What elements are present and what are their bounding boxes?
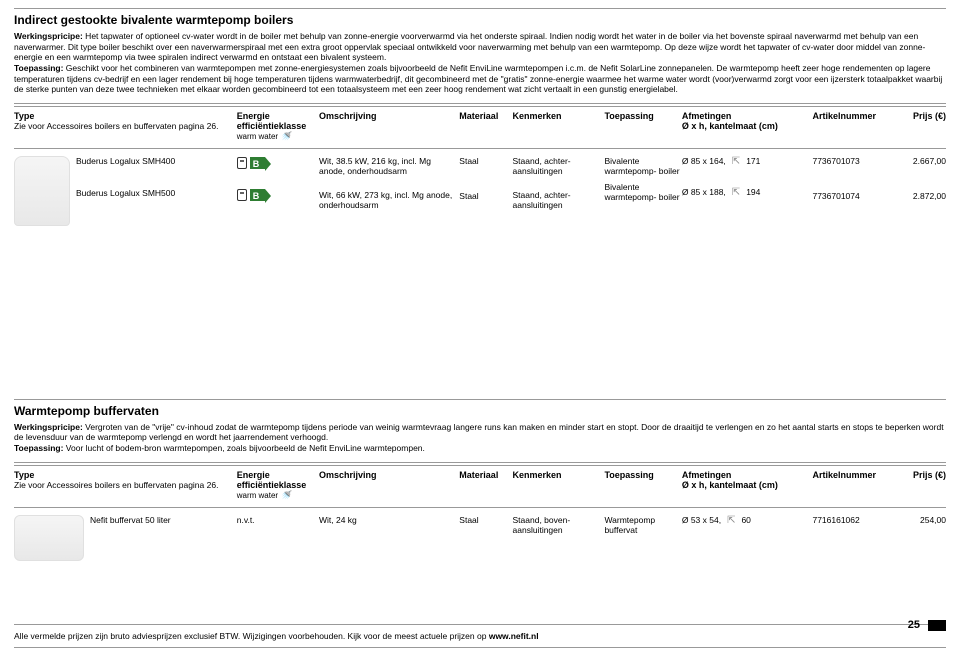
row-afm2: 60 (741, 515, 750, 525)
hdr-afm: Afmetingen (682, 111, 813, 121)
dimension-icon: ⇱ (732, 187, 740, 198)
product-name: Nefit buffervat 50 liter (90, 515, 231, 525)
section-title: Indirect gestookte bivalente warmtepomp … (14, 13, 946, 27)
table-row: Buderus Logalux SMH400 Buderus Logalux S… (14, 153, 946, 229)
row-afm1: Ø 85 x 188, (682, 187, 726, 197)
toep-label: Toepassing: (14, 63, 63, 73)
hdr-art: Artikelnummer (812, 470, 897, 503)
toep-text: Voor lucht of bodem-bron warmtepompen, z… (63, 443, 424, 453)
hdr-art: Artikelnummer (812, 111, 897, 144)
tap-icon (281, 490, 292, 501)
row-afm2: 171 (746, 156, 760, 166)
row-art: 7736701074 (812, 191, 897, 201)
row-kenm: Staand, boven-aansluitingen (513, 515, 605, 535)
hdr-kenm: Kenmerken (513, 470, 605, 503)
hdr-energy: Energie efficiëntieklasse (237, 470, 319, 490)
table-body: Buderus Logalux SMH400 Buderus Logalux S… (14, 149, 946, 229)
page-number-bar (928, 620, 946, 631)
hdr-afm: Afmetingen (682, 470, 813, 480)
section-description: Werkingspricipe: Het tapwater of optione… (14, 31, 946, 95)
table-row: Nefit buffervat 50 liter n.v.t. Wit, 24 … (14, 512, 946, 564)
hdr-kenm: Kenmerken (513, 111, 605, 144)
efficiency-badge: B (237, 156, 266, 170)
product-name: Buderus Logalux SMH500 (76, 188, 231, 198)
row-desc: Wit, 24 kg (319, 515, 459, 525)
row-afm2: 194 (746, 187, 760, 197)
hdr-mat: Materiaal (459, 111, 512, 144)
plug-icon (237, 189, 247, 201)
hdr-price: Prijs (€) (898, 111, 946, 144)
page-number: 25 (908, 619, 946, 631)
hdr-afm-sub: Ø x h, kantelmaat (cm) (682, 480, 813, 490)
werk-label: Werkingspricipe: (14, 31, 83, 41)
footer: Alle vermelde prijzen zijn bruto adviesp… (14, 624, 946, 648)
werk-text: Het tapwater of optioneel cv-water wordt… (14, 31, 925, 62)
efficiency-value: B (250, 189, 266, 201)
row-kenm: Staand, achter-aansluitingen (513, 156, 605, 176)
row-toep: Bivalente warmtepomp- boiler (604, 156, 681, 176)
tap-icon (281, 131, 292, 142)
row-kenm: Staand, achter-aansluitingen (513, 190, 605, 210)
product-name: Buderus Logalux SMH400 (76, 156, 231, 166)
hdr-type: Type (14, 111, 231, 121)
table-header: Type Zie voor Accessoires boilers en buf… (14, 106, 946, 149)
row-price: 2.667,00 (898, 156, 946, 166)
hdr-price: Prijs (€) (898, 470, 946, 503)
row-mat: Staal (459, 191, 512, 201)
dimension-icon: ⇱ (727, 515, 735, 526)
row-desc: Wit, 38.5 kW, 216 kg, incl. Mg anode, on… (319, 156, 459, 176)
page-number-value: 25 (908, 619, 920, 631)
hdr-energy: Energie efficiëntieklasse (237, 111, 319, 131)
product-image (14, 515, 84, 561)
row-toep: Bivalente warmtepomp- boiler (604, 182, 681, 202)
hdr-afm-sub: Ø x h, kantelmaat (cm) (682, 121, 813, 131)
werk-text: Vergroten van de "vrije" cv-inhoud zodat… (14, 422, 944, 443)
toep-label: Toepassing: (14, 443, 63, 453)
table-body: Nefit buffervat 50 liter n.v.t. Wit, 24 … (14, 508, 946, 564)
footer-text: Alle vermelde prijzen zijn bruto adviesp… (14, 631, 489, 641)
row-price: 254,00 (898, 515, 946, 525)
row-afm1: Ø 85 x 164, (682, 156, 726, 166)
row-art: 7716161062 (812, 515, 897, 525)
row-art: 7736701073 (812, 156, 897, 166)
efficiency-value: n.v.t. (237, 515, 319, 525)
row-afm1: Ø 53 x 54, (682, 515, 721, 525)
product-image (14, 156, 70, 226)
hdr-type-sub: Zie voor Accessoires boilers en bufferva… (14, 480, 231, 490)
efficiency-badge: B (237, 188, 266, 202)
hdr-toep: Toepassing (604, 111, 681, 144)
plug-icon (237, 157, 247, 169)
hdr-type-sub: Zie voor Accessoires boilers en bufferva… (14, 121, 231, 131)
hdr-warmwater: warm water (237, 491, 278, 500)
werk-label: Werkingspricipe: (14, 422, 83, 432)
efficiency-value: B (250, 157, 266, 169)
footer-url: www.nefit.nl (489, 631, 539, 641)
hdr-mat: Materiaal (459, 470, 512, 503)
hdr-toep: Toepassing (604, 470, 681, 503)
row-desc: Wit, 66 kW, 273 kg, incl. Mg anode, onde… (319, 190, 459, 210)
section-buffervaten: Warmtepomp buffervaten Werkingspricipe: … (14, 399, 946, 463)
toep-text: Geschikt voor het combineren van warmtep… (14, 63, 942, 94)
hdr-desc: Omschrijving (319, 470, 459, 503)
section-title: Warmtepomp buffervaten (14, 404, 946, 418)
row-mat: Staal (459, 156, 512, 166)
section-description: Werkingspricipe: Vergroten van de "vrije… (14, 422, 946, 454)
row-mat: Staal (459, 515, 512, 525)
hdr-warmwater: warm water (237, 132, 278, 141)
hdr-type: Type (14, 470, 231, 480)
table-header: Type Zie voor Accessoires boilers en buf… (14, 465, 946, 508)
row-toep: Warmtepomp buffervat (604, 515, 681, 535)
row-price: 2.872,00 (898, 191, 946, 201)
section-bivalente-boilers: Indirect gestookte bivalente warmtepomp … (14, 8, 946, 104)
dimension-icon: ⇱ (732, 156, 740, 167)
hdr-desc: Omschrijving (319, 111, 459, 144)
